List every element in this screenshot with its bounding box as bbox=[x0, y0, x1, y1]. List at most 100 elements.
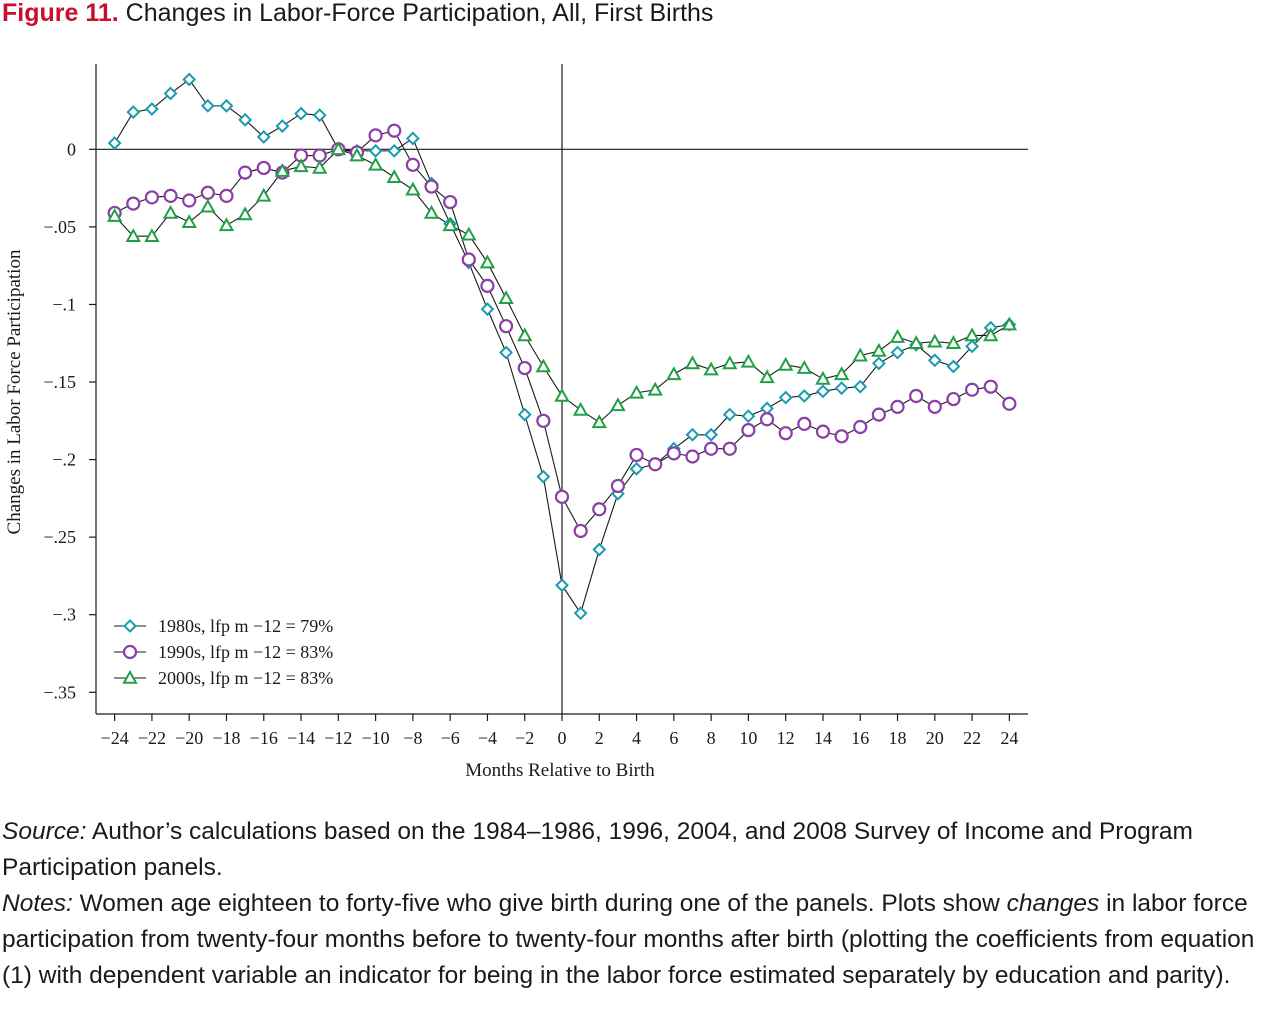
notes-paragraph: Notes: Women age eighteen to forty-five … bbox=[2, 886, 1278, 994]
data-point-diamond bbox=[834, 381, 849, 396]
y-tick-label: −.35 bbox=[43, 682, 76, 702]
data-point-diamond bbox=[555, 578, 569, 593]
x-tick-label: 14 bbox=[814, 728, 832, 748]
x-tick-label: −22 bbox=[138, 728, 166, 748]
x-tick-label: −12 bbox=[324, 728, 352, 748]
source-note: Source: Author’s calculations based on t… bbox=[2, 814, 1278, 886]
data-point-circle bbox=[573, 523, 588, 539]
data-point-circle bbox=[853, 419, 868, 435]
data-point-circle bbox=[443, 194, 458, 210]
data-point-triangle bbox=[908, 335, 924, 350]
data-point-diamond bbox=[797, 389, 812, 403]
data-point-diamond bbox=[517, 407, 532, 422]
data-point-diamond bbox=[741, 409, 756, 424]
data-point-triangle bbox=[945, 335, 962, 350]
data-point-circle bbox=[890, 399, 905, 414]
data-point-diamond bbox=[312, 108, 327, 123]
data-point-circle bbox=[778, 426, 793, 441]
data-point-circle bbox=[126, 196, 141, 211]
data-point-circle bbox=[964, 382, 980, 397]
data-point-diamond bbox=[405, 131, 420, 146]
data-point-triangle bbox=[1001, 316, 1018, 331]
data-point-triangle bbox=[461, 226, 477, 241]
data-point-triangle bbox=[591, 414, 607, 429]
data-point-triangle bbox=[367, 156, 384, 171]
x-tick-label: 4 bbox=[632, 728, 641, 748]
data-point-diamond bbox=[145, 102, 159, 116]
figure-notes: Source: Author’s calculations based on t… bbox=[2, 814, 1278, 994]
data-point-diamond bbox=[275, 119, 290, 133]
x-tick-label: −10 bbox=[362, 728, 390, 748]
data-point-diamond bbox=[722, 407, 737, 422]
data-point-circle bbox=[909, 388, 924, 404]
data-point-triangle bbox=[442, 217, 458, 232]
chart-axes: 0−.05−.1−.15−.2−.25−.3−.35−24 −22 −20 −18 −1… bbox=[43, 64, 1028, 748]
x-tick-label: 16 bbox=[851, 728, 869, 748]
figure-title: Figure 11. Changes in Labor-Force Partic… bbox=[2, 0, 713, 28]
x-tick-label: 18 bbox=[889, 728, 907, 748]
y-tick-label: −.1 bbox=[52, 294, 76, 314]
data-point-diamond bbox=[294, 106, 308, 121]
data-point-circle bbox=[741, 423, 756, 438]
x-axis-label: Months Relative to Birth bbox=[465, 760, 655, 781]
data-point-triangle bbox=[572, 401, 589, 416]
data-point-circle bbox=[927, 399, 942, 414]
data-point-circle bbox=[238, 165, 253, 180]
data-point-diamond bbox=[536, 469, 551, 484]
series-markers-circle bbox=[107, 123, 1017, 539]
data-point-diamond bbox=[368, 143, 383, 158]
x-tick-label: −16 bbox=[250, 728, 278, 748]
x-tick-label: 8 bbox=[707, 728, 716, 748]
data-point-triangle bbox=[423, 204, 440, 219]
data-point-triangle bbox=[889, 328, 906, 343]
data-point-diamond bbox=[853, 379, 868, 394]
data-point-triangle bbox=[144, 228, 160, 242]
data-point-triangle bbox=[684, 355, 701, 370]
data-point-diamond bbox=[871, 356, 886, 371]
data-point-circle bbox=[461, 252, 476, 267]
data-point-circle bbox=[834, 429, 849, 444]
data-point-diamond bbox=[685, 427, 700, 442]
legend-label: 1990s, lfp m −12 = 83% bbox=[158, 642, 333, 662]
x-tick-label: 2 bbox=[595, 728, 604, 748]
data-point-circle bbox=[759, 412, 775, 427]
data-point-triangle bbox=[330, 141, 347, 156]
line-chart: 0−.05−.1−.15−.2−.25−.3−.35−24 −22 −20 −18 −1… bbox=[4, 64, 1028, 781]
data-point-triangle bbox=[479, 254, 496, 269]
x-tick-label: 20 bbox=[926, 728, 944, 748]
data-point-triangle bbox=[106, 207, 123, 222]
data-point-triangle bbox=[964, 327, 980, 342]
data-point-circle bbox=[200, 185, 215, 200]
data-point-triangle bbox=[181, 214, 197, 229]
data-point-diamond bbox=[927, 353, 942, 368]
data-point-circle bbox=[666, 446, 681, 461]
data-point-triangle bbox=[703, 361, 719, 376]
data-point-triangle bbox=[535, 358, 552, 373]
data-point-circle bbox=[815, 424, 831, 439]
data-point-triangle bbox=[405, 181, 421, 196]
data-point-diamond bbox=[238, 112, 253, 127]
data-point-circle bbox=[387, 123, 402, 138]
data-point-circle bbox=[405, 157, 420, 172]
data-point-triangle bbox=[722, 355, 738, 370]
data-point-circle bbox=[480, 278, 495, 293]
data-point-diamond bbox=[126, 105, 141, 120]
x-tick-label: 0 bbox=[558, 728, 567, 748]
data-point-diamond bbox=[163, 86, 178, 101]
x-tick-label: −6 bbox=[441, 728, 460, 748]
data-point-circle bbox=[610, 478, 626, 494]
y-tick-label: −.3 bbox=[52, 605, 76, 625]
x-tick-label: 10 bbox=[739, 728, 757, 748]
figure-label: Figure 11. bbox=[2, 0, 119, 27]
data-point-diamond bbox=[704, 427, 719, 442]
data-point-triangle bbox=[237, 206, 253, 221]
data-point-triangle bbox=[740, 353, 757, 368]
data-point-circle bbox=[648, 457, 663, 472]
series-markers-triangle bbox=[106, 141, 1018, 429]
x-tick-label: 12 bbox=[777, 728, 795, 748]
data-point-triangle bbox=[815, 370, 831, 385]
data-point-diamond bbox=[946, 359, 961, 374]
source-label: Source: bbox=[2, 818, 87, 845]
data-point-circle bbox=[871, 407, 886, 422]
data-point-triangle bbox=[628, 384, 645, 399]
